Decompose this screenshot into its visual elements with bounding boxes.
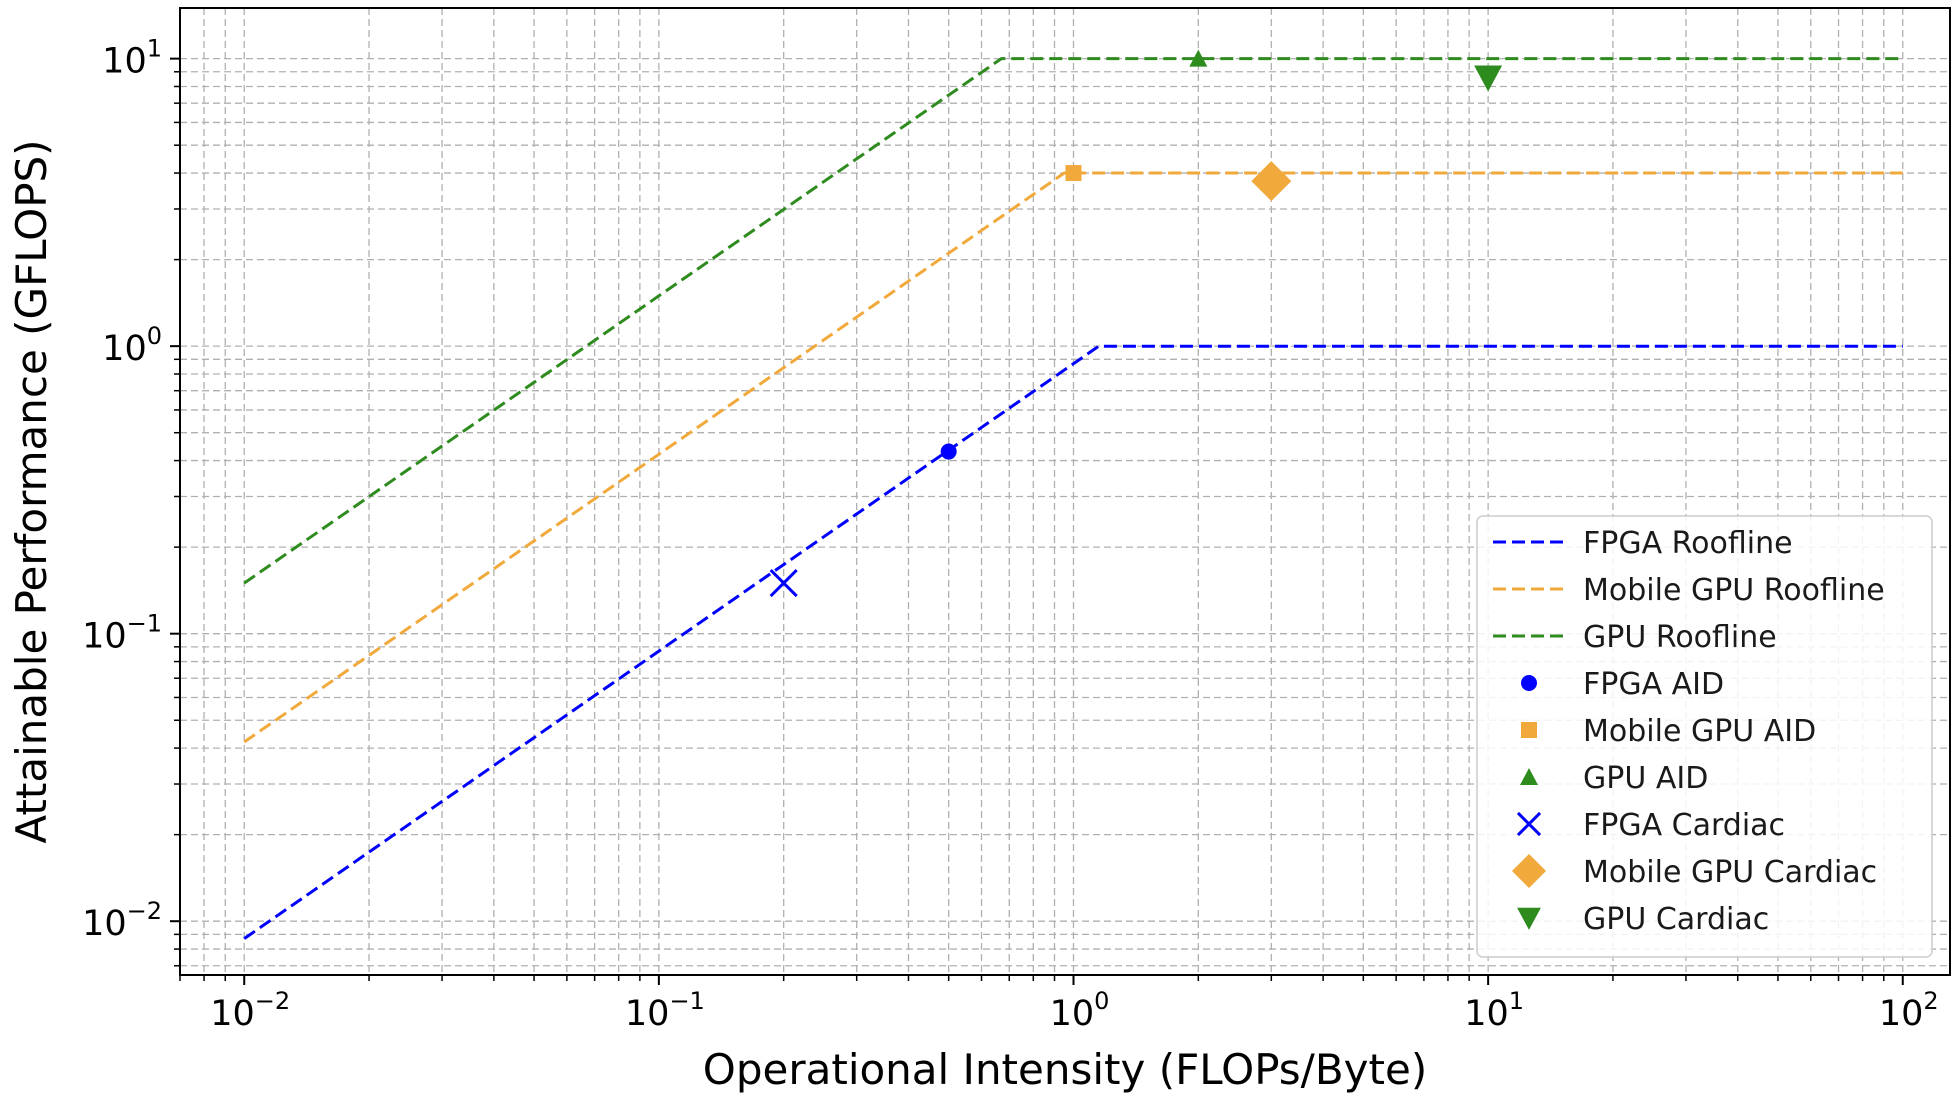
legend-item: GPU Cardiac <box>1517 902 1769 937</box>
legend-item: GPU Roofline <box>1493 620 1777 655</box>
legend-marker-swatch <box>1521 675 1537 691</box>
y-tick-label: 10−1 <box>82 610 162 657</box>
y-tick-label: 10−2 <box>82 897 162 944</box>
legend-item: FPGA Roofline <box>1493 526 1793 561</box>
legend-marker-swatch <box>1520 768 1538 785</box>
legend-marker-swatch <box>1516 811 1542 837</box>
legend-label: GPU Cardiac <box>1583 902 1769 937</box>
legend-label: Mobile GPU Cardiac <box>1583 855 1877 890</box>
legend-item: FPGA Cardiac <box>1516 808 1785 843</box>
roofline-lines <box>243 57 1903 940</box>
legend-item: Mobile GPU Cardiac <box>1512 854 1877 890</box>
fpga-aid-point <box>940 443 957 460</box>
x-tick-label: 10−1 <box>625 987 705 1034</box>
legend-marker-swatch <box>1517 907 1541 930</box>
gpu-roofline-line <box>243 57 1903 585</box>
x-tick-label: 10−2 <box>210 987 290 1034</box>
fpga-roofline-line <box>243 344 1903 940</box>
x-tick-label: 100 <box>1050 987 1110 1034</box>
legend-box <box>1476 515 1933 958</box>
gpu-aid-point <box>1189 49 1208 67</box>
x-axis-label: Operational Intensity (FLOPs/Byte) <box>703 1045 1427 1094</box>
legend-label: GPU AID <box>1583 761 1708 796</box>
legend-item: Mobile GPU Roofline <box>1493 573 1885 608</box>
x-tick-label: 102 <box>1879 987 1939 1034</box>
legend-marker-swatch <box>1512 854 1546 888</box>
legend-item: FPGA AID <box>1521 667 1724 702</box>
legend-label: Mobile GPU Roofline <box>1583 573 1885 608</box>
legend-label: FPGA Cardiac <box>1583 808 1785 843</box>
gpu-cardiac-point <box>1474 65 1503 92</box>
fpga-cardiac-point <box>769 568 798 598</box>
plot-area-frame <box>179 7 1951 976</box>
legend-label: Mobile GPU AID <box>1583 714 1816 749</box>
y-tick-label: 101 <box>102 35 162 82</box>
legend-marker-swatch <box>1521 722 1537 738</box>
mobile-gpu-cardiac-point <box>1251 161 1292 202</box>
legend-label: FPGA AID <box>1583 667 1724 702</box>
legend: FPGA Roofline Mobile GPU Roofline GPU Roof… <box>1476 515 1933 958</box>
legend-label: GPU Roofline <box>1583 620 1777 655</box>
legend-item: Mobile GPU AID <box>1521 714 1816 749</box>
mobile-gpu-roofline-line <box>243 171 1903 744</box>
axis-ticks: 10−2 10−1 100 101 102 10−2 10−1 100 101 <box>82 35 1939 1034</box>
data-points <box>769 49 1503 598</box>
mobile-gpu-aid-point <box>1065 165 1082 182</box>
y-axis-label: Attainable Performance (GFLOPS) <box>7 139 56 843</box>
legend-item: GPU AID <box>1520 761 1708 796</box>
legend-label: FPGA Roofline <box>1583 526 1793 561</box>
y-tick-label: 100 <box>102 322 162 369</box>
x-tick-label: 101 <box>1464 987 1524 1034</box>
